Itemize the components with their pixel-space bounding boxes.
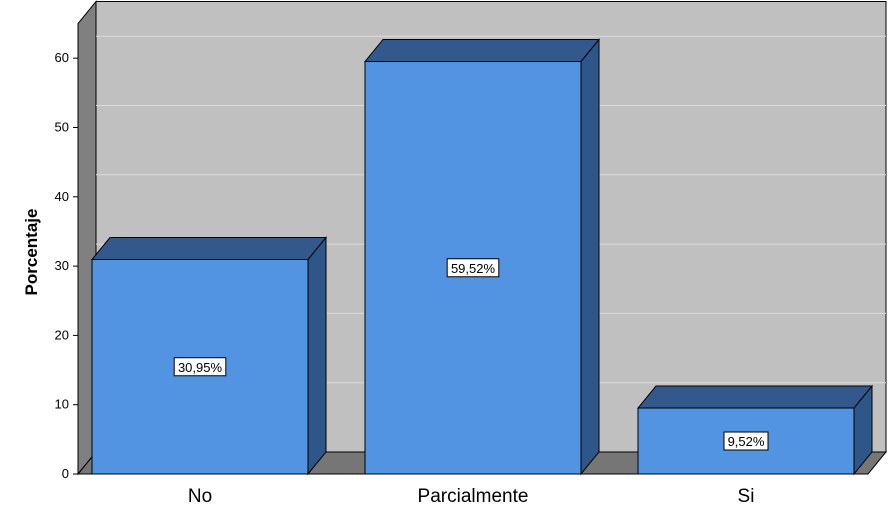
data-label-box bbox=[446, 258, 500, 278]
x-axis: No Parcialmente Si bbox=[188, 486, 755, 505]
y-axis-label: Porcentaje bbox=[22, 209, 41, 296]
y-tick-label: 0 bbox=[62, 466, 69, 481]
bars: 30,95% 59,52% 9,52% bbox=[90, 38, 874, 476]
x-tick-label: Parcialmente bbox=[418, 486, 529, 505]
bar-top bbox=[636, 385, 874, 409]
data-label: 30,95% bbox=[178, 360, 223, 375]
y-tick-label: 30 bbox=[55, 258, 69, 273]
y-tick-label: 60 bbox=[55, 50, 69, 65]
x-tick-label: No bbox=[188, 486, 212, 505]
bar-no: 30,95% bbox=[90, 236, 328, 476]
bar-side bbox=[580, 38, 600, 476]
x-tick-label: Si bbox=[738, 486, 755, 505]
bar-si: 9,52% bbox=[636, 384, 874, 476]
y-tick-label: 10 bbox=[55, 397, 69, 412]
y-tick-label: 50 bbox=[55, 120, 69, 135]
bar-parcialmente: 59,52% bbox=[363, 38, 601, 476]
bar-side bbox=[307, 236, 327, 476]
bar-top bbox=[363, 39, 601, 63]
y-axis: 0 10 20 30 40 50 60 bbox=[55, 50, 78, 481]
y-tick-label: 40 bbox=[55, 189, 69, 204]
data-label-box bbox=[173, 357, 227, 377]
y-tick-label: 20 bbox=[55, 327, 69, 342]
data-label-box bbox=[723, 431, 769, 451]
data-label: 9,52% bbox=[728, 434, 765, 449]
bar-top bbox=[90, 237, 328, 261]
data-label: 59,52% bbox=[451, 261, 496, 276]
